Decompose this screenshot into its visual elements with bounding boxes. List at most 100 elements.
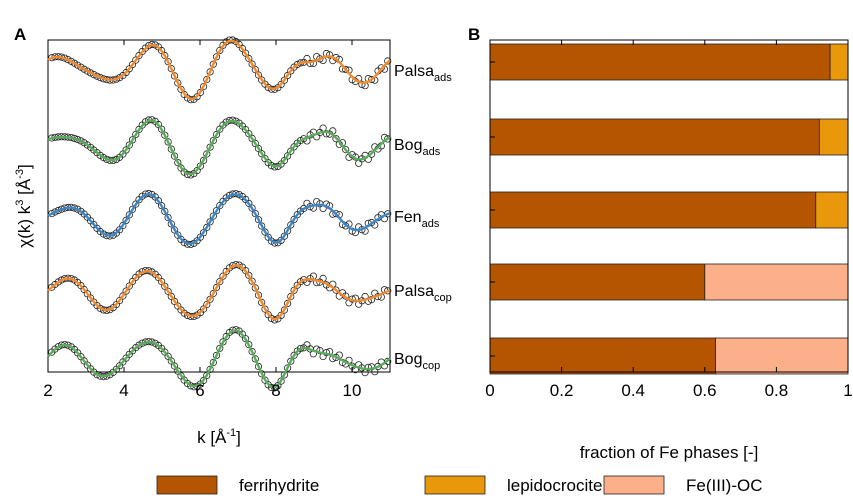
panel-b-x-axis-label: fraction of Fe phases [-] [580,443,759,462]
bar-segment-lepidocrocite [815,191,849,229]
data-point [200,156,208,164]
data-point [332,135,340,143]
spectrum-2 [47,189,392,249]
sample-label: Palsaads [394,63,452,84]
data-point [216,344,224,352]
legend-label: lepidocrocite [507,476,602,495]
data-point [306,59,314,68]
data-point [158,46,166,55]
data-point [261,305,269,313]
data-point [384,57,392,65]
panel-b-axes [489,39,849,373]
data-point [258,222,266,230]
data-point [384,135,392,143]
data-point [203,300,211,309]
data-point [132,130,140,138]
data-point [332,210,340,218]
data-point [342,146,350,154]
data-point [128,205,137,213]
data-point [209,137,217,145]
x-tick-label: 2 [43,381,52,400]
x-tick-label: 8 [271,381,280,400]
data-point [209,289,217,298]
data-point [196,88,204,97]
spectrum-3 [47,260,392,324]
data-point [248,347,256,356]
data-point [212,283,221,292]
data-point [248,60,256,68]
data-point [248,204,256,212]
x-tick-label: 0.6 [693,381,717,400]
data-point [258,150,266,158]
data-point [174,79,182,87]
data-point [212,130,221,139]
data-point [212,351,221,359]
data-point [290,286,298,294]
data-point [206,295,214,303]
data-point [261,228,269,236]
data-point [342,65,350,74]
data-point [158,125,166,133]
data-point [167,65,175,73]
fit-line [47,329,391,389]
bar-segment-ferrihydrite [489,191,817,229]
bar-segment-feiiioc [704,263,849,301]
data-point [158,202,166,210]
panel-b-letter: B [468,25,480,44]
bar-segment-ferrihydrite [489,118,820,156]
data-point [206,143,214,151]
data-point [170,72,179,80]
data-point [161,131,169,139]
panel-b-bars [489,43,849,375]
data-point [167,220,175,228]
data-point [216,46,224,55]
data-point [325,51,334,59]
fit-line [47,192,391,245]
data-point [219,338,227,346]
bar-segment-ferrihydrite [489,43,831,81]
data-point [251,210,259,218]
panel-a-x-axis-label: k [Å-1] [197,427,241,447]
data-point [367,150,376,158]
data-point [203,371,211,380]
data-point [164,287,172,295]
data-point [384,287,392,295]
data-point [161,51,169,60]
data-point [170,226,179,234]
data-point [161,282,169,290]
data-point [287,221,295,229]
data-point [125,141,133,149]
data-point [332,286,340,294]
data-point [209,212,217,220]
data-point [119,292,127,300]
legend-label: Fe(III)-OC [686,476,763,495]
data-point [245,199,253,207]
sample-label: Bogads [394,137,441,158]
data-point [364,363,372,371]
data-point [277,377,285,385]
data-point [245,54,253,63]
data-point [203,223,211,231]
data-point [245,271,253,279]
panel-a-y-axis-label: χ(k) k3 [Å-3] [14,164,34,247]
data-point [242,49,250,57]
data-point [254,291,263,299]
data-point [174,159,182,167]
data-point [119,221,127,230]
legend-swatch [603,475,665,495]
data-point [206,218,214,226]
data-point [355,159,363,167]
data-point [254,216,263,224]
data-point [251,355,259,363]
data-point [242,335,250,343]
data-point [125,211,133,219]
data-point [196,162,204,170]
data-point [161,207,169,215]
panel-a-sample-labels: Palsaads Bogads Fenads Palsacop Bogcop [394,63,452,372]
data-point [277,311,285,319]
data-point [164,138,172,146]
data-point [251,139,259,147]
data-point [209,358,217,367]
data-point [287,292,295,301]
x-tick-label: 0.8 [765,381,789,400]
